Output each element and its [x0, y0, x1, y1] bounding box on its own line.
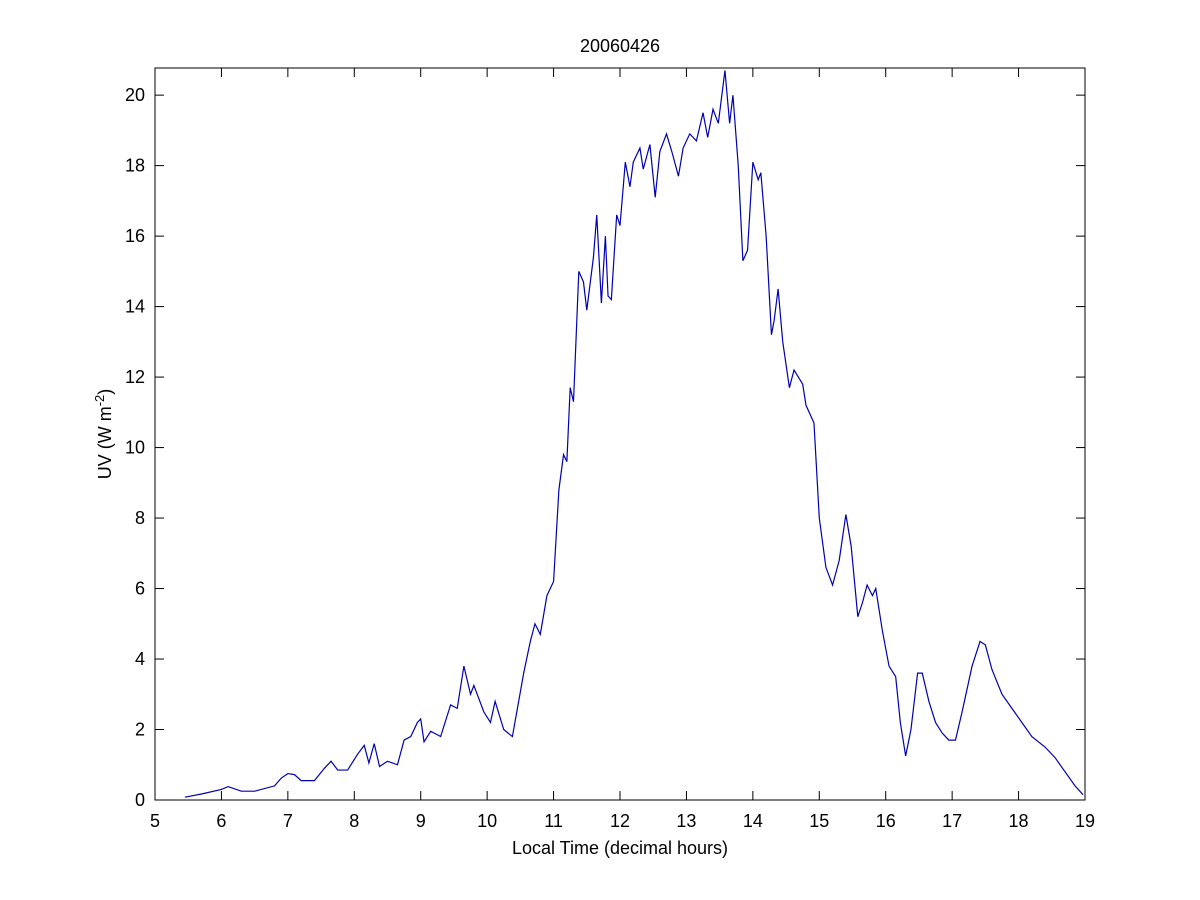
- y-tick-label: 8: [135, 508, 145, 528]
- y-tick-label: 12: [125, 367, 145, 387]
- x-tick-label: 15: [809, 811, 829, 831]
- y-tick-label: 6: [135, 579, 145, 599]
- y-tick-label: 4: [135, 649, 145, 669]
- x-axis-label: Local Time (decimal hours): [512, 838, 728, 858]
- x-tick-label: 14: [743, 811, 763, 831]
- y-label-superscript: -2: [92, 395, 107, 407]
- y-label-end: ): [95, 389, 115, 395]
- x-tick-label: 13: [676, 811, 696, 831]
- y-axis-label: UV (W m-2): [92, 389, 115, 480]
- x-tick-label: 9: [416, 811, 426, 831]
- x-tick-label: 7: [283, 811, 293, 831]
- x-tick-label: 18: [1009, 811, 1029, 831]
- x-tick-label: 5: [150, 811, 160, 831]
- x-tick-label: 16: [876, 811, 896, 831]
- x-tick-label: 12: [610, 811, 630, 831]
- y-tick-label: 14: [125, 297, 145, 317]
- y-tick-label: 0: [135, 790, 145, 810]
- y-tick-label: 10: [125, 438, 145, 458]
- y-tick-label: 2: [135, 720, 145, 740]
- y-tick-label: 20: [125, 85, 145, 105]
- chart-title: 20060426: [580, 36, 660, 56]
- data-line: [184, 70, 1084, 798]
- y-tick-label: 16: [125, 226, 145, 246]
- x-tick-label: 8: [349, 811, 359, 831]
- y-label-main: UV (W m: [95, 406, 115, 479]
- x-tick-label: 19: [1075, 811, 1095, 831]
- y-tick-label: 18: [125, 156, 145, 176]
- x-tick-label: 6: [216, 811, 226, 831]
- x-tick-label: 17: [942, 811, 962, 831]
- x-tick-label: 10: [477, 811, 497, 831]
- x-tick-label: 11: [544, 811, 563, 831]
